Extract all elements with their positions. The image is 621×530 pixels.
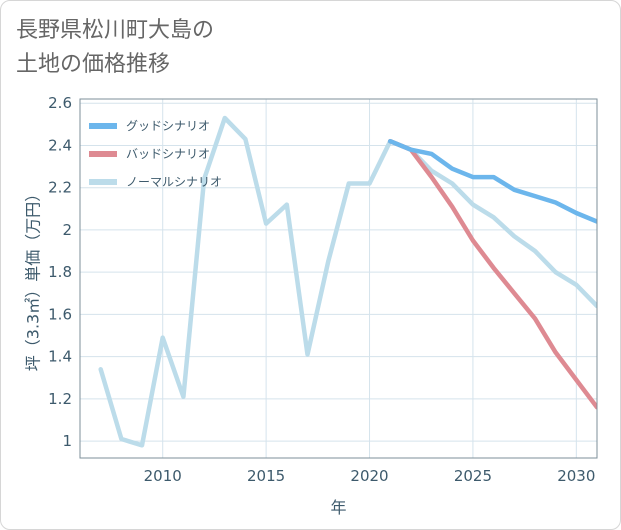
legend-label: グッドシナリオ	[126, 119, 210, 133]
x-tick-label: 2025	[454, 467, 492, 485]
y-tick-label: 1.8	[48, 263, 72, 281]
y-tick-label: 2.2	[48, 179, 72, 197]
x-tick-label: 2015	[247, 467, 285, 485]
y-tick-label: 1.6	[48, 305, 72, 323]
legend-label: ノーマルシナリオ	[126, 175, 222, 189]
series-line-0	[387, 138, 597, 224]
grid-lines	[80, 99, 597, 458]
title-line-2: 土地の価格推移	[16, 52, 171, 77]
legend-label: バッドシナリオ	[126, 147, 210, 161]
title-line-1: 長野県松川町大島の	[16, 18, 215, 43]
x-tick-label: 2010	[144, 467, 182, 485]
chart-title: 長野県松川町大島の 土地の価格推移	[16, 14, 214, 82]
plot-frame	[79, 98, 598, 459]
x-tick-label: 2020	[350, 467, 388, 485]
series-line-2	[98, 115, 597, 448]
y-tick-label: 2.6	[48, 94, 72, 112]
x-axis-label: 年	[330, 498, 346, 517]
series-line-1	[387, 138, 597, 410]
series-lines	[98, 115, 597, 448]
y-tick-label: 2.4	[48, 136, 72, 154]
y-tick-label: 1	[62, 432, 72, 450]
axes: 2010 2015 2020 2025 2030 1 1.2 1.4 1.6 1.8 2 2.2 2.4…	[48, 94, 598, 485]
y-tick-label: 2	[62, 221, 72, 239]
y-axis-label: 坪（3.3㎡）単価（万円）	[24, 186, 43, 371]
y-tick-label: 1.2	[48, 390, 72, 408]
x-tick-label: 2030	[557, 467, 595, 485]
y-tick-label: 1.4	[48, 348, 72, 366]
